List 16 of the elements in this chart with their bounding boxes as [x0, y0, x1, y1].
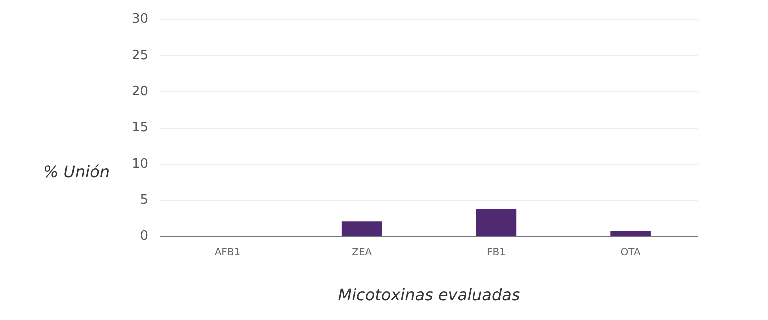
y-axis-title: % Unión	[43, 162, 110, 182]
y-tick-label: 15	[132, 120, 149, 136]
bar	[476, 209, 517, 236]
y-tick-label: 0	[140, 229, 149, 244]
x-tick-label: ZEA	[352, 247, 372, 258]
x-tick-label: OTA	[620, 247, 641, 258]
bar	[610, 231, 651, 236]
x-tick-label: AFB1	[214, 247, 241, 258]
y-tick-label: 30	[132, 12, 149, 28]
y-tick-label: 10	[132, 156, 149, 172]
y-tick-label: 20	[132, 84, 149, 100]
x-axis-title: Micotoxinas evaluadas	[338, 286, 520, 305]
x-tick-label: FB1	[486, 247, 506, 258]
y-tick-label: 25	[132, 48, 149, 64]
bar	[342, 222, 382, 236]
y-tick-label: 5	[140, 193, 149, 208]
